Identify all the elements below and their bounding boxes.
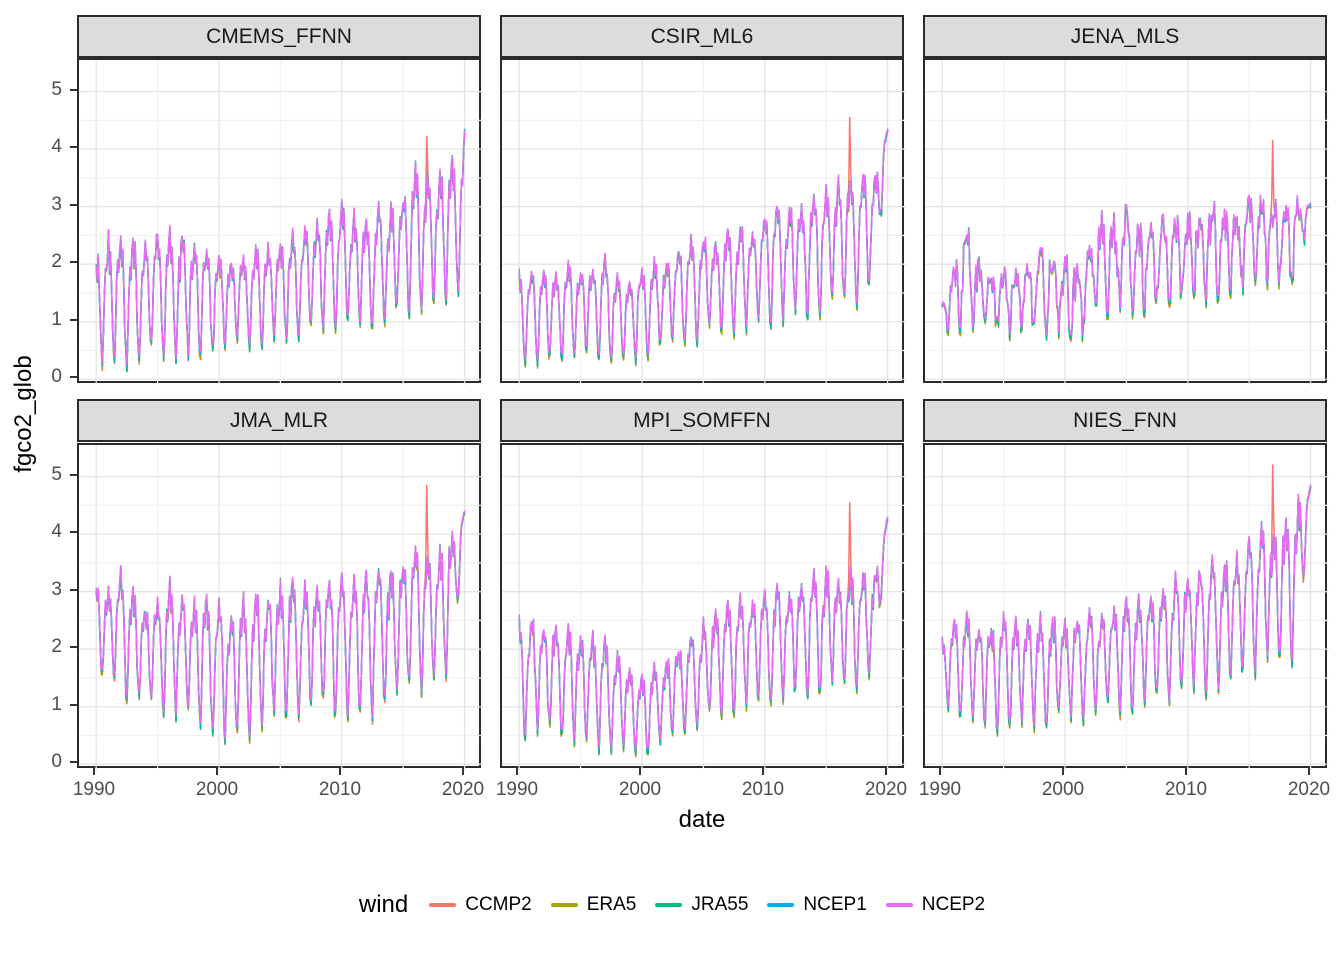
legend: wind CCMP2 ERA5 JRA55 NCEP1 NCEP2 — [0, 883, 1344, 927]
facet-panel — [500, 443, 906, 770]
y-tick-label: 0 — [51, 751, 62, 772]
legend-key-era5 — [550, 903, 578, 907]
x-tick-label: 2010 — [1164, 779, 1208, 800]
series-line-ncep2 — [518, 516, 889, 751]
x-tick-label: 2000 — [618, 779, 662, 800]
x-tick-mark — [462, 768, 464, 775]
series-line-ncep2 — [518, 128, 889, 362]
y-tick-label: 2 — [51, 636, 62, 657]
legend-label: ERA5 — [586, 894, 637, 915]
x-tick-label: 2010 — [741, 779, 785, 800]
x-tick-label: 1990 — [495, 779, 539, 800]
legend-item: NCEP1 — [767, 894, 867, 916]
facet-plot — [79, 445, 483, 770]
facet-panel — [500, 58, 906, 385]
y-tick-label: 5 — [51, 464, 62, 485]
legend-label: JRA55 — [691, 894, 749, 915]
series-line-ncep2 — [941, 484, 1312, 730]
y-tick-label: 3 — [51, 194, 62, 215]
x-tick-label: 2020 — [441, 779, 485, 800]
x-tick-mark — [516, 768, 518, 775]
facet-panel — [77, 443, 483, 770]
x-tick-label: 2000 — [1041, 779, 1085, 800]
y-tick-label: 2 — [51, 251, 62, 272]
x-tick-mark — [1062, 768, 1064, 775]
y-tick-label: 4 — [51, 521, 62, 542]
y-tick-mark — [70, 89, 77, 91]
x-tick-mark — [885, 768, 887, 775]
facet-plot — [502, 60, 906, 385]
facet-plot — [79, 60, 483, 385]
y-tick-label: 0 — [51, 366, 62, 387]
x-tick-mark — [762, 768, 764, 775]
legend-item: CCMP2 — [429, 894, 532, 916]
facet-title: CMEMS_FFNN — [77, 15, 481, 58]
x-tick-mark — [216, 768, 218, 775]
y-tick-label: 4 — [51, 136, 62, 157]
y-tick-label: 1 — [51, 694, 62, 715]
y-tick-mark — [70, 261, 77, 263]
x-tick-mark — [339, 768, 341, 775]
legend-label: CCMP2 — [465, 894, 532, 915]
y-tick-mark — [70, 319, 77, 321]
facet-title: CSIR_ML6 — [500, 15, 904, 58]
x-tick-mark — [639, 768, 641, 775]
legend-key-ncep1 — [767, 903, 795, 907]
y-tick-mark — [70, 204, 77, 206]
facet-title: JENA_MLS — [923, 15, 1327, 58]
series-line-ncep2 — [941, 194, 1312, 336]
series-line-ncep2 — [95, 510, 466, 740]
legend-key-ccmp2 — [429, 903, 457, 907]
y-tick-label: 3 — [51, 579, 62, 600]
x-tick-label: 1990 — [72, 779, 116, 800]
facet-plot — [502, 445, 906, 770]
y-tick-mark — [70, 531, 77, 533]
facet-plot — [925, 445, 1329, 770]
facet-title: NIES_FNN — [923, 399, 1327, 442]
x-tick-mark — [939, 768, 941, 775]
x-tick-label: 2000 — [195, 779, 239, 800]
y-tick-mark — [70, 646, 77, 648]
facet-title: JMA_MLR — [77, 399, 481, 442]
y-tick-mark — [70, 704, 77, 706]
y-tick-label: 1 — [51, 309, 62, 330]
x-tick-label: 2020 — [864, 779, 908, 800]
facet-panel — [77, 58, 483, 385]
x-tick-mark — [1185, 768, 1187, 775]
facet-title: MPI_SOMFFN — [500, 399, 904, 442]
y-tick-label: 5 — [51, 79, 62, 100]
y-tick-mark — [70, 474, 77, 476]
x-tick-label: 2010 — [318, 779, 362, 800]
facet-plot — [925, 60, 1329, 385]
legend-key-ncep2 — [885, 903, 913, 907]
facet-panel — [923, 58, 1329, 385]
legend-label: NCEP1 — [803, 894, 867, 915]
legend-key-jra55 — [655, 903, 683, 907]
x-tick-label: 1990 — [918, 779, 962, 800]
x-axis-title: date — [678, 806, 726, 833]
y-tick-mark — [70, 376, 77, 378]
legend-title: wind — [358, 891, 409, 918]
y-tick-mark — [70, 146, 77, 148]
x-tick-mark — [93, 768, 95, 775]
facet-panel — [923, 443, 1329, 770]
y-tick-mark — [70, 761, 77, 763]
x-tick-mark — [1308, 768, 1310, 775]
legend-label: NCEP2 — [921, 894, 986, 915]
x-tick-label: 2020 — [1287, 779, 1331, 800]
legend-item: JRA55 — [655, 894, 748, 916]
legend-item: ERA5 — [550, 894, 637, 916]
legend-item: NCEP2 — [885, 894, 986, 916]
y-tick-mark — [70, 589, 77, 591]
series-line-ncep2 — [95, 130, 466, 366]
